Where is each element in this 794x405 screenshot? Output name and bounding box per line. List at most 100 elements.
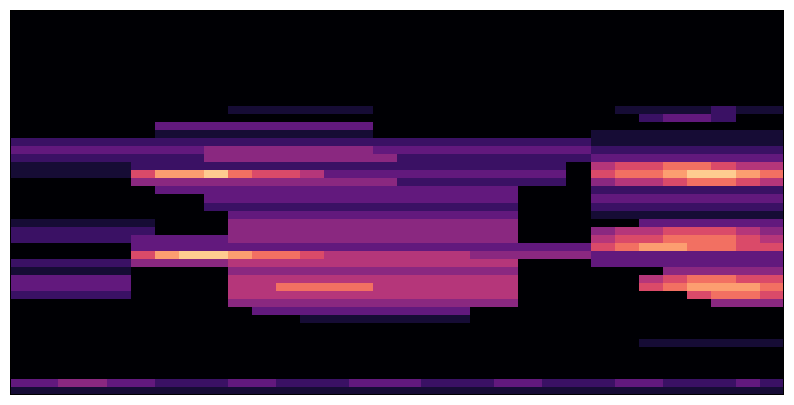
cell — [179, 42, 204, 51]
cell — [155, 58, 180, 67]
cell — [107, 82, 132, 91]
cell — [34, 170, 59, 179]
cell — [349, 347, 374, 356]
cell — [421, 50, 446, 59]
cell — [615, 307, 640, 316]
cell — [615, 162, 640, 171]
cell — [542, 363, 567, 372]
cell — [58, 379, 83, 388]
cell — [349, 130, 374, 139]
cell — [252, 154, 277, 163]
cell — [34, 387, 59, 395]
cell — [687, 194, 712, 203]
cell — [397, 138, 422, 147]
cell — [711, 170, 736, 179]
cell — [349, 50, 374, 59]
cell — [204, 275, 229, 284]
cell — [131, 331, 156, 340]
cell — [445, 138, 470, 147]
cell — [131, 66, 156, 75]
cell — [155, 347, 180, 356]
cell — [300, 243, 325, 252]
cell — [687, 243, 712, 252]
cell — [542, 203, 567, 212]
cell — [300, 50, 325, 59]
cell — [639, 219, 664, 228]
cell — [155, 146, 180, 155]
cell — [155, 178, 180, 187]
cell — [494, 82, 519, 91]
cell — [228, 42, 253, 51]
cell — [518, 379, 543, 388]
cell — [687, 98, 712, 107]
cell — [83, 291, 108, 300]
cell — [760, 267, 784, 276]
cell — [300, 379, 325, 388]
cell — [83, 154, 108, 163]
cell — [179, 162, 204, 171]
cell — [736, 371, 761, 380]
cell — [131, 122, 156, 131]
cell — [421, 315, 446, 324]
cell — [566, 90, 591, 99]
cell — [639, 178, 664, 187]
cell — [542, 82, 567, 91]
cell — [204, 162, 229, 171]
cell — [445, 130, 470, 139]
cell — [518, 178, 543, 187]
cell — [494, 203, 519, 212]
cell — [131, 299, 156, 308]
cell — [58, 90, 83, 99]
cell — [107, 122, 132, 131]
cell — [663, 66, 688, 75]
cell — [736, 331, 761, 340]
cell — [566, 283, 591, 292]
cell — [373, 235, 398, 244]
cell — [736, 275, 761, 284]
cell — [228, 130, 253, 139]
cell — [687, 259, 712, 268]
cell — [421, 235, 446, 244]
cell — [591, 194, 616, 203]
cell — [179, 34, 204, 43]
cell — [228, 219, 253, 228]
cell — [300, 363, 325, 372]
cell — [131, 82, 156, 91]
cell — [107, 339, 132, 348]
cell — [687, 130, 712, 139]
cell — [518, 331, 543, 340]
cell — [421, 74, 446, 83]
cell — [566, 82, 591, 91]
cell — [373, 347, 398, 356]
cell — [615, 243, 640, 252]
cell — [542, 154, 567, 163]
cell — [228, 170, 253, 179]
cell — [615, 18, 640, 27]
cell — [276, 66, 301, 75]
cell — [300, 259, 325, 268]
cell — [397, 194, 422, 203]
cell — [736, 203, 761, 212]
cell — [373, 363, 398, 372]
cell — [373, 243, 398, 252]
cell — [397, 170, 422, 179]
cell — [736, 243, 761, 252]
cell — [58, 146, 83, 155]
cell — [760, 122, 784, 131]
cell — [445, 178, 470, 187]
cell — [518, 162, 543, 171]
cell — [131, 211, 156, 220]
cell — [566, 379, 591, 388]
cell — [470, 18, 495, 27]
cell — [10, 291, 35, 300]
cell — [252, 98, 277, 107]
cell — [760, 114, 784, 123]
cell — [591, 42, 616, 51]
cell — [445, 18, 470, 27]
cell — [324, 331, 349, 340]
cell — [349, 299, 374, 308]
cell — [397, 307, 422, 316]
cell — [204, 42, 229, 51]
cell — [542, 98, 567, 107]
cell — [711, 146, 736, 155]
